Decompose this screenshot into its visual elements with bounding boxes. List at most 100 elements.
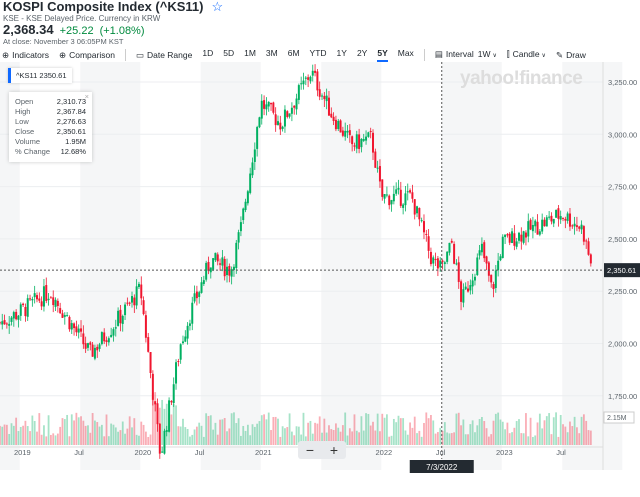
volume-bar: [318, 416, 321, 445]
volume-bar: [300, 434, 303, 445]
y-tick-label: 2,250.00: [608, 287, 637, 296]
candle-body: [117, 310, 120, 326]
range-ytd[interactable]: YTD: [309, 48, 327, 58]
candle-body: [212, 258, 215, 270]
candle-body: [571, 225, 574, 227]
volume-bar: [381, 413, 384, 445]
volume-bar: [189, 436, 191, 445]
candle-body: [22, 303, 25, 306]
volume-bar: [397, 415, 400, 445]
symbol-legend-tag[interactable]: ^KS11 2350.61: [8, 68, 72, 83]
candle-body: [293, 105, 296, 108]
candle-body: [202, 280, 205, 284]
candle-body: [133, 297, 136, 306]
volume-bar: [307, 422, 310, 445]
background-band: [200, 62, 261, 470]
current-price-box: [604, 263, 640, 278]
volume-bar: [569, 421, 571, 445]
candle-body: [566, 213, 569, 221]
zoom-in-button[interactable]: +: [329, 442, 339, 458]
range-1y[interactable]: 1Y: [336, 48, 347, 58]
x-tick-label: 2023: [496, 448, 513, 457]
indicators-button[interactable]: ⊕ Indicators: [2, 49, 49, 60]
volume-bar: [362, 430, 365, 445]
volume-bar: [555, 412, 557, 445]
current-price: 2,368.34: [3, 22, 54, 37]
candle-body: [524, 232, 527, 238]
range-1d[interactable]: 1D: [202, 48, 214, 58]
range-3m[interactable]: 3M: [265, 48, 278, 58]
candle-body: [337, 120, 340, 129]
candle-body: [84, 343, 87, 349]
zoom-out-button[interactable]: −: [305, 442, 315, 458]
volume-bar: [297, 426, 300, 445]
close-time: At close: November 3 06:05PM KST: [3, 37, 124, 46]
volume-bar: [469, 424, 472, 445]
volume-bar: [439, 427, 442, 445]
candle-body: [541, 219, 544, 232]
volume-bar: [131, 427, 133, 445]
volume-bar: [582, 414, 585, 445]
range-2y[interactable]: 2Y: [356, 48, 368, 58]
candle-body: [550, 215, 553, 222]
draw-button[interactable]: ✎ Draw: [555, 49, 586, 60]
volume-bar: [161, 399, 164, 445]
candle-body: [73, 323, 76, 329]
candle-body: [258, 117, 261, 128]
chart-type-button[interactable]: ⫿ Candle ∨: [506, 48, 546, 59]
candle-body: [397, 187, 400, 190]
volume-bar: [413, 416, 416, 445]
volume-bar: [409, 422, 411, 445]
candle-body: [485, 256, 488, 264]
candle-body: [295, 98, 298, 110]
range-1m[interactable]: 1M: [244, 48, 256, 58]
volume-bar: [522, 433, 525, 445]
candle-body: [140, 284, 143, 299]
volume-bar: [404, 430, 407, 445]
volume-bar: [295, 426, 298, 445]
candle-body: [260, 100, 263, 119]
volume-bar: [337, 427, 340, 445]
range-5d[interactable]: 5D: [223, 48, 235, 58]
tooltip-label: Low: [15, 117, 29, 126]
candle-body: [251, 162, 254, 176]
candle-body: [385, 194, 388, 196]
volume-bar: [587, 430, 590, 445]
volume-bar: [140, 421, 143, 445]
volume-bar: [121, 421, 124, 445]
volume-bar: [416, 433, 418, 445]
candlestick-chart[interactable]: 3,250.00 3,000.00 2,750.00 2,500.00 2,250.00…: [0, 62, 640, 497]
candle-body: [515, 241, 518, 247]
candle-body: [381, 179, 384, 197]
date-range-button[interactable]: ▭ Date Range: [135, 49, 193, 60]
close-icon[interactable]: ×: [84, 92, 89, 101]
candle-body: [402, 204, 405, 208]
candle-body: [246, 191, 249, 204]
yahoo-finance-watermark: yahoo!finance: [460, 68, 583, 89]
volume-bar: [360, 416, 363, 445]
volume-bar: [233, 412, 235, 445]
candle-body: [98, 344, 101, 349]
interval-button[interactable]: ▤ Interval 1W ∨: [434, 48, 497, 59]
candle-body: [40, 301, 43, 307]
volume-bar: [462, 419, 465, 445]
comparison-button[interactable]: ⊕ Comparison: [58, 49, 115, 60]
chevron-down-icon: ∨: [492, 52, 497, 59]
y-tick-label: 3,250.00: [608, 78, 637, 87]
candle-body: [200, 282, 203, 293]
range-5y[interactable]: 5Y: [377, 47, 388, 62]
candle-body: [237, 232, 240, 243]
range-max[interactable]: Max: [397, 48, 414, 58]
candle-body: [45, 285, 48, 301]
volume-bar: [230, 413, 233, 445]
range-6m[interactable]: 6M: [287, 48, 300, 58]
volume-bar: [142, 424, 145, 445]
volume-bar: [80, 416, 82, 445]
volume-bar: [49, 434, 52, 445]
volume-bar: [432, 420, 435, 445]
candle-body: [441, 260, 444, 262]
volume-bar: [52, 433, 55, 445]
candle-body: [422, 221, 425, 233]
tooltip-label: Open: [15, 97, 34, 106]
star-icon[interactable]: ☆: [211, 0, 224, 14]
